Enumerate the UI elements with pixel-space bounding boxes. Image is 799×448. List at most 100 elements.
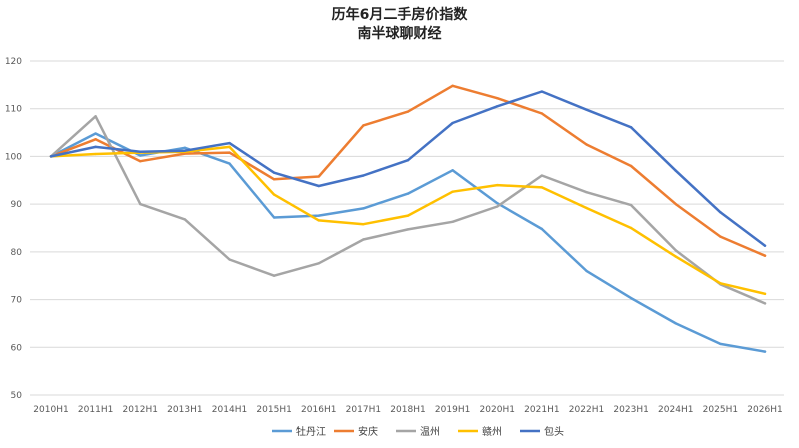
data-point xyxy=(763,350,767,353)
data-point xyxy=(496,205,499,208)
legend-label: 安庆 xyxy=(358,425,378,438)
data-point xyxy=(317,175,320,178)
data-point xyxy=(183,152,187,155)
data-point xyxy=(406,228,410,231)
x-tick-label: 2013H1 xyxy=(167,405,202,415)
y-tick-label: 110 xyxy=(5,105,22,115)
data-point xyxy=(719,235,722,238)
x-tick-label: 2025H1 xyxy=(703,405,738,415)
data-point xyxy=(362,222,365,226)
data-point xyxy=(763,244,767,247)
y-tick-label: 100 xyxy=(5,152,22,162)
series-4 xyxy=(49,90,767,247)
data-point xyxy=(406,159,410,162)
data-point xyxy=(674,169,677,172)
data-point xyxy=(585,191,588,194)
series-1 xyxy=(49,84,767,257)
data-point xyxy=(317,219,320,222)
y-tick-label: 70 xyxy=(11,296,23,306)
x-tick-label: 2019H1 xyxy=(435,405,470,415)
x-tick-label: 2021H1 xyxy=(524,405,559,415)
data-point xyxy=(719,282,722,285)
x-tick-label: 2017H1 xyxy=(346,405,381,415)
y-tick-label: 120 xyxy=(5,57,22,67)
x-tick-label: 2020H1 xyxy=(480,405,515,415)
legend-item: 包头 xyxy=(520,425,564,438)
data-point xyxy=(451,121,454,125)
data-point xyxy=(228,162,231,165)
data-point xyxy=(362,124,365,127)
data-point xyxy=(139,202,142,206)
data-point xyxy=(540,227,544,231)
legend-item: 赣州 xyxy=(458,425,502,438)
data-point xyxy=(272,171,276,174)
data-point xyxy=(451,84,454,88)
data-point xyxy=(674,202,677,206)
y-tick-label: 60 xyxy=(11,343,23,353)
y-axis: 50 60 70 80 90 100 110 120 xyxy=(5,57,22,401)
data-point xyxy=(406,192,410,195)
x-tick-label: 2016H1 xyxy=(301,405,336,415)
x-tick-label: 2022H1 xyxy=(569,405,604,415)
data-point xyxy=(496,183,499,187)
data-point xyxy=(183,146,187,150)
chart-title: 历年6月二手房价指数 xyxy=(332,6,469,23)
data-point xyxy=(317,214,320,217)
data-point xyxy=(674,322,677,325)
data-point xyxy=(629,164,633,168)
legend: 牡丹江 安庆 温州 赣州 包头 xyxy=(272,425,564,438)
data-point xyxy=(674,249,677,252)
data-point xyxy=(585,143,588,146)
data-point xyxy=(540,186,544,189)
x-tick-label: 2011H1 xyxy=(78,405,113,415)
data-point xyxy=(94,145,97,149)
data-point xyxy=(763,254,767,257)
data-point xyxy=(362,238,365,241)
data-point xyxy=(585,108,588,111)
data-point xyxy=(228,151,231,154)
data-point xyxy=(94,132,97,135)
legend-item: 温州 xyxy=(396,426,440,438)
data-point xyxy=(629,203,633,207)
data-point xyxy=(228,145,231,149)
data-point xyxy=(451,220,454,223)
data-point xyxy=(139,150,142,153)
data-point xyxy=(629,296,633,300)
legend-label: 赣州 xyxy=(482,425,502,438)
data-point xyxy=(496,97,499,100)
x-axis: 2010H1 2011H1 2012H1 2013H1 2014H1 2015H1 2016… xyxy=(33,405,782,415)
x-tick-label: 2024H1 xyxy=(658,405,693,415)
data-point xyxy=(540,174,544,177)
x-tick-label: 2012H1 xyxy=(123,405,158,415)
data-point xyxy=(719,342,722,346)
data-point xyxy=(272,216,276,219)
legend-item: 安庆 xyxy=(334,425,378,438)
legend-label: 包头 xyxy=(544,425,564,438)
data-point xyxy=(451,169,454,172)
y-tick-label: 50 xyxy=(11,391,23,401)
chart-subtitle: 南半球聊财经 xyxy=(358,25,442,42)
y-tick-label: 90 xyxy=(11,200,23,210)
x-tick-label: 2018H1 xyxy=(390,405,425,415)
data-point xyxy=(272,193,276,196)
data-point xyxy=(317,184,320,188)
x-tick-label: 2026H1 xyxy=(747,405,782,415)
data-point xyxy=(94,138,97,141)
data-point xyxy=(272,274,276,277)
data-point xyxy=(139,154,142,157)
legend-label: 温州 xyxy=(420,426,440,438)
x-tick-label: 2010H1 xyxy=(33,405,68,415)
plot-area xyxy=(49,84,767,353)
data-point xyxy=(406,110,410,113)
data-point xyxy=(49,155,53,158)
data-point xyxy=(362,207,365,210)
data-point xyxy=(139,160,142,163)
legend-label: 牡丹江 xyxy=(296,425,326,438)
data-point xyxy=(496,201,499,205)
data-point xyxy=(496,105,499,108)
data-point xyxy=(585,206,588,210)
x-tick-label: 2023H1 xyxy=(613,405,648,415)
data-point xyxy=(719,211,722,214)
